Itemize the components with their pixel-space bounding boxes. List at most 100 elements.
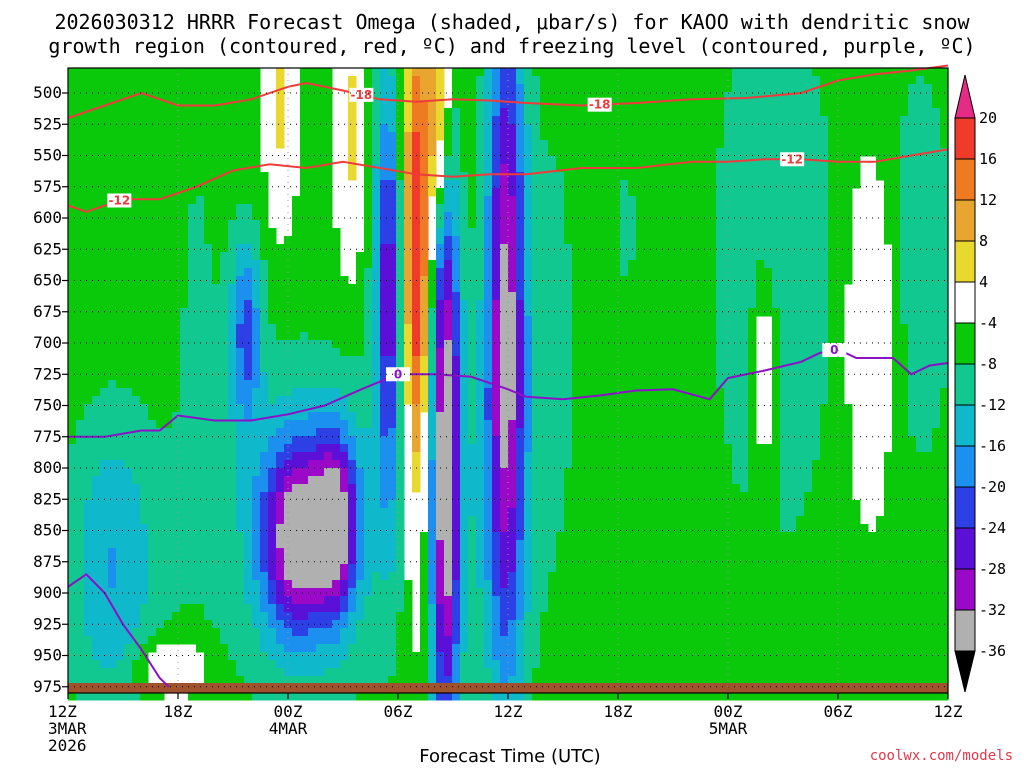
omega-cell	[580, 372, 589, 381]
omega-cell	[252, 244, 261, 253]
omega-cell	[292, 404, 301, 413]
omega-cell	[188, 500, 197, 509]
omega-cell	[252, 268, 261, 277]
omega-cell	[476, 572, 485, 581]
omega-cell	[204, 372, 213, 381]
omega-cell	[532, 252, 541, 261]
omega-cell	[524, 380, 533, 389]
omega-cell	[556, 532, 565, 541]
omega-cell	[540, 132, 549, 141]
omega-cell	[364, 252, 373, 261]
omega-cell	[540, 660, 549, 669]
omega-cell	[356, 652, 365, 661]
omega-cell	[100, 252, 109, 261]
omega-cell	[124, 492, 133, 501]
omega-cell	[508, 68, 517, 77]
omega-cell	[572, 316, 581, 325]
omega-cell	[76, 316, 85, 325]
omega-cell	[164, 612, 173, 621]
omega-cell	[452, 164, 461, 173]
omega-cell	[580, 124, 589, 133]
omega-cell	[532, 380, 541, 389]
omega-cell	[428, 604, 437, 613]
omega-cell	[308, 660, 317, 669]
omega-cell	[404, 692, 413, 701]
omega-cell	[308, 604, 317, 613]
omega-cell	[116, 444, 125, 453]
omega-cell	[572, 404, 581, 413]
omega-cell	[388, 548, 397, 557]
omega-cell	[420, 596, 429, 605]
omega-cell	[572, 444, 581, 453]
omega-cell	[484, 92, 493, 101]
omega-cell	[316, 532, 325, 541]
omega-cell	[452, 76, 461, 85]
omega-cell	[228, 564, 237, 573]
omega-cell	[388, 220, 397, 229]
omega-cell	[68, 108, 77, 117]
omega-cell	[188, 628, 197, 637]
omega-cell	[516, 252, 525, 261]
omega-cell	[92, 676, 101, 685]
omega-cell	[252, 220, 261, 229]
omega-cell	[204, 396, 213, 405]
omega-cell	[76, 124, 85, 133]
omega-cell	[404, 324, 413, 333]
omega-cell	[452, 692, 461, 701]
omega-cell	[524, 468, 533, 477]
omega-cell	[420, 108, 429, 117]
omega-cell	[188, 484, 197, 493]
omega-cell	[180, 196, 189, 205]
omega-cell	[484, 116, 493, 125]
omega-cell	[316, 196, 325, 205]
omega-cell	[364, 428, 373, 437]
omega-cell	[156, 604, 165, 613]
omega-cell	[132, 92, 141, 101]
omega-cell	[116, 76, 125, 85]
omega-cell	[564, 268, 573, 277]
omega-cell	[436, 644, 445, 653]
omega-cell	[92, 364, 101, 373]
omega-cell	[236, 468, 245, 477]
omega-cell	[596, 452, 605, 461]
omega-cell	[236, 236, 245, 245]
omega-cell	[532, 292, 541, 301]
omega-cell	[596, 324, 605, 333]
omega-cell	[540, 420, 549, 429]
omega-cell	[84, 508, 93, 517]
omega-cell	[308, 532, 317, 541]
omega-cell	[332, 644, 341, 653]
omega-cell	[444, 108, 453, 117]
omega-cell	[308, 92, 317, 101]
omega-cell	[180, 356, 189, 365]
omega-cell	[412, 68, 421, 77]
omega-cell	[252, 668, 261, 677]
omega-cell	[332, 228, 341, 237]
omega-cell	[332, 516, 341, 525]
omega-cell	[236, 580, 245, 589]
omega-cell	[228, 116, 237, 125]
omega-cell	[92, 276, 101, 285]
omega-cell	[412, 404, 421, 413]
omega-cell	[548, 516, 557, 525]
omega-cell	[332, 348, 341, 357]
omega-cell	[276, 452, 285, 461]
omega-cell	[100, 380, 109, 389]
omega-cell	[460, 628, 469, 637]
omega-cell	[308, 492, 317, 501]
omega-cell	[212, 420, 221, 429]
omega-cell	[92, 316, 101, 325]
omega-cell	[268, 484, 277, 493]
omega-cell	[356, 324, 365, 333]
omega-cell	[284, 236, 293, 245]
omega-cell	[428, 428, 437, 437]
omega-cell	[236, 204, 245, 213]
omega-cell	[172, 364, 181, 373]
omega-cell	[540, 148, 549, 157]
omega-cell	[164, 76, 173, 85]
omega-cell	[524, 124, 533, 133]
omega-cell	[244, 644, 253, 653]
omega-cell	[548, 468, 557, 477]
omega-cell	[436, 412, 445, 421]
omega-cell	[164, 284, 173, 293]
